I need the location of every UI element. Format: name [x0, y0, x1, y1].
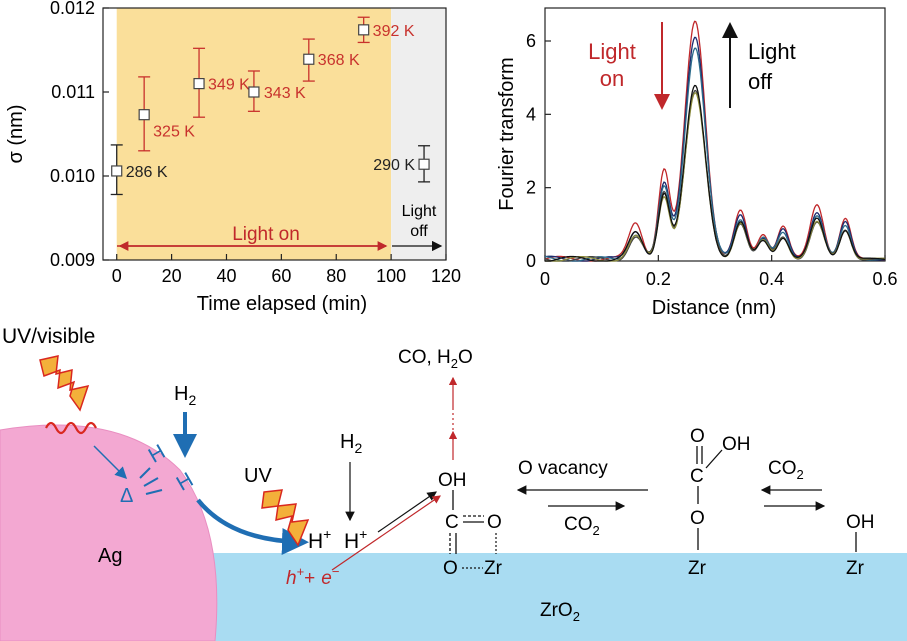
- zro2-label: ZrO2: [540, 600, 580, 624]
- sigma-x-tick-label: 60: [271, 266, 291, 286]
- formate-o-left: O: [443, 558, 458, 579]
- sigma-y-tick-label: 0.010: [50, 166, 95, 186]
- zr-site-1: Zr: [484, 558, 503, 579]
- co2-label-1: CO2: [564, 514, 600, 538]
- light-off-annotation-line1: Light: [748, 39, 796, 64]
- sigma-x-tick-label: 0: [112, 266, 122, 286]
- sigma-point-label: 343 K: [264, 85, 306, 102]
- fourier-x-axis-label: Distance (nm): [652, 297, 776, 319]
- formate-o-right: O: [487, 512, 502, 533]
- fourier-series-line: [545, 84, 886, 262]
- zr-site-3: Zr: [846, 558, 865, 579]
- bicarbonate-o-label: O: [690, 426, 705, 447]
- fourier-x-tick-label: 0.6: [872, 269, 897, 289]
- h2-mid-label: H2: [340, 431, 362, 456]
- sigma-y-tick-label: 0.012: [50, 0, 95, 18]
- sigma-point: [138, 109, 150, 121]
- bicarbonate-o-lower: O: [690, 508, 705, 529]
- sigma-y-axis-label: σ (nm): [5, 104, 27, 163]
- formate-c-label: C: [445, 512, 459, 533]
- bond-c-oh: [705, 449, 723, 469]
- fourier-plot-frame: [544, 7, 886, 262]
- heat-rays-icon: [139, 467, 163, 495]
- formate-oh-label: OH: [438, 470, 467, 491]
- sigma-x-axis-label: Time elapsed (min): [197, 293, 367, 315]
- light-off-annotation-line2: off: [748, 69, 773, 94]
- h-plus-2: H+: [344, 526, 367, 553]
- co2-label-2: CO2: [768, 458, 804, 482]
- light-on-annotation-line1: Light: [588, 39, 636, 64]
- light-off-region: [391, 8, 446, 260]
- sigma-x-tick-label: 40: [216, 266, 236, 286]
- sigma-point: [358, 24, 370, 36]
- uv-lightning-icon: [261, 489, 310, 547]
- sigma-point-label: 290 K: [373, 157, 415, 174]
- photon-wave-icon: [45, 421, 97, 435]
- sigma-x-tick-label: 20: [162, 266, 182, 286]
- sigma-x-tick-label: 80: [326, 266, 346, 286]
- sigma-point-label: 392 K: [373, 23, 415, 40]
- h2-reactant-label: H2: [174, 383, 196, 408]
- sigma-x-tick-label: 100: [376, 266, 406, 286]
- h-transfer-arrow: [377, 491, 437, 533]
- sigma-point-label: 325 K: [153, 124, 195, 141]
- fourier-x-tick-label: 0: [540, 269, 550, 289]
- sigma-x-ticks: 0 20 40 60 80 100 120: [112, 254, 461, 286]
- uv-visible-lightning-icon: [39, 355, 90, 412]
- o-vacancy-label: O vacancy: [518, 458, 608, 479]
- heat-delta-label: Δ: [120, 485, 133, 507]
- products-label: CO, H2O: [398, 347, 473, 371]
- sigma-point: [248, 86, 260, 98]
- sigma-point-label: 368 K: [318, 52, 360, 69]
- fourier-x-tick-label: 0.2: [646, 269, 671, 289]
- hole-electron-label: h++ e−: [286, 564, 339, 589]
- sigma-y-ticks: 0.009 0.010 0.011 0.012: [50, 0, 109, 270]
- bicarbonate-oh-label: OH: [722, 434, 751, 455]
- light-off-label-line1: Light: [402, 203, 437, 220]
- sigma-point: [111, 165, 123, 177]
- sigma-y-tick-label: 0.009: [50, 250, 95, 270]
- fourier-y-ticks: 0 2 4 6: [526, 31, 551, 271]
- fourier-series: [544, 20, 886, 262]
- light-on-region: [116, 8, 392, 260]
- sigma-y-tick-label: 0.011: [51, 82, 95, 102]
- hydroxyl-oh-label: OH: [846, 512, 875, 533]
- fourier-y-tick-label: 4: [526, 104, 536, 124]
- uv-label: UV: [244, 465, 272, 487]
- fourier-y-tick-label: 2: [526, 178, 536, 198]
- fourier-y-axis-label: Fourier transform: [496, 57, 518, 210]
- sigma-point: [193, 77, 205, 90]
- bicarbonate-c-label: C: [690, 466, 704, 487]
- light-on-label: Light on: [232, 224, 300, 245]
- fourier-x-tick-label: 0.4: [759, 269, 784, 289]
- reaction-scheme: ZrO2 Ag UV/visible Δ H2 H H UV H2 H+ H+ …: [0, 325, 907, 641]
- sigma-point-label: 286 K: [126, 164, 168, 181]
- sigma-x-tick-label: 120: [431, 266, 461, 286]
- h-spillover-arrow: [196, 498, 309, 555]
- photon-arrow: [93, 445, 128, 480]
- fourier-chart: 0 2 4 6 0 0.2 0.4 0.6 Light on Light off Dista…: [496, 7, 898, 319]
- sigma-points: 286 K 325 K 349 K 343 K 368 K 392 K 290 K: [110, 16, 431, 196]
- fourier-y-tick-label: 6: [526, 31, 536, 51]
- sigma-point: [418, 158, 430, 170]
- light-off-label-line2: off: [410, 223, 428, 240]
- h-plus-1: H+: [308, 526, 331, 553]
- zro2-support: [212, 553, 907, 641]
- charge-transfer-arrow: [331, 495, 441, 571]
- ag-particle: [0, 424, 218, 641]
- fourier-x-ticks: 0 0.2 0.4 0.6: [540, 255, 898, 289]
- sigma-plot-frame: [102, 7, 447, 261]
- uv-visible-label: UV/visible: [2, 325, 95, 348]
- sigma-point: [303, 53, 315, 65]
- fourier-y-tick-label: 0: [526, 251, 536, 271]
- zr-site-2: Zr: [688, 558, 707, 579]
- sigma-point-label: 349 K: [208, 77, 250, 94]
- light-on-annotation-line2: on: [600, 66, 624, 91]
- ag-label: Ag: [98, 545, 122, 567]
- sigma-chart: 0.009 0.010 0.011 0.012 0 20 40 60 80 100 120 286…: [5, 0, 461, 315]
